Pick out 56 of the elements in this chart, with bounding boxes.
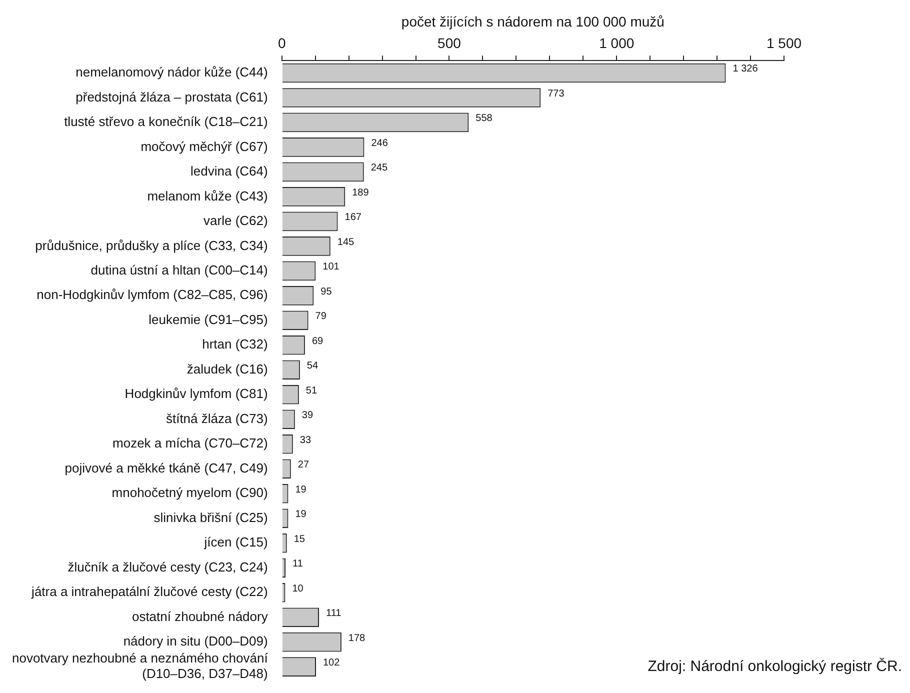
y-tick-label: pojivové a měkké tkáně (C47, C49): [64, 460, 268, 476]
y-tick-label: varle (C62): [204, 213, 268, 228]
data-label: 19: [295, 484, 307, 496]
x-tick-label: 1 000: [599, 35, 634, 52]
x-axis-title: počet žijících s nádorem na 100 000 mužů: [401, 13, 664, 30]
y-tick-label: játra a intrahepatální žlučové cesty (C22): [30, 584, 268, 600]
y-tick-label: močový měchýř (C67): [140, 138, 268, 154]
y-tick-label: mozek a mícha (C70–C72): [112, 436, 268, 451]
y-tick-label: ledvina (C64): [190, 164, 268, 179]
y-tick-label: mnohočetný myelom (C90): [112, 485, 268, 500]
y-tick-label: dutina ústní a hltan (C00–C14): [90, 262, 268, 278]
data-label: 79: [315, 311, 327, 322]
y-tick-label: nemelanomový nádor kůže (C44): [76, 64, 268, 80]
y-tick-label: žaludek (C16): [186, 361, 268, 376]
data-label: 101: [322, 262, 340, 273]
data-label: 27: [298, 460, 310, 471]
data-label: 246: [371, 138, 388, 149]
y-tick-label: non-Hodgkinův lymfom (C82–C85, C96): [36, 287, 268, 302]
data-label: 10: [292, 583, 304, 594]
annotation: Zdroj: Národní onkologický registr ČR.: [648, 656, 902, 675]
y-tick-label: ostatní zhoubné nádory: [132, 608, 268, 624]
y-tick-label: Hodgkinův lymfom (C81): [124, 386, 268, 402]
data-label: 69: [312, 336, 324, 347]
x-tick-label: 0: [278, 35, 286, 52]
y-tick-label: novotvary nezhoubné a neznámého chování (D10–D36, D37–D48): [12, 650, 268, 682]
y-tick-label: jícen (C15): [203, 534, 268, 550]
y-tick-label: slinivka břišní (C25): [154, 510, 268, 525]
data-label: 145: [337, 236, 355, 248]
data-label: 178: [348, 632, 366, 644]
data-label: 558: [476, 113, 493, 124]
data-label: 19: [295, 509, 307, 520]
data-label: 15: [294, 534, 306, 545]
y-tick-label: tlusté střevo a konečník (C18–C21): [64, 114, 268, 130]
y-tick-label: melanom kůže (C43): [147, 188, 268, 204]
data-label: 189: [352, 187, 370, 198]
y-tick-label: průdušnice, průdušky a plíce (C33, C34): [35, 238, 268, 253]
data-label: 773: [548, 88, 565, 100]
y-tick-label: žlučník a žlučové cesty (C23, C24): [68, 559, 268, 574]
y-tick-label: nádory in situ (D00–D09): [123, 634, 268, 649]
data-label: 51: [306, 385, 318, 396]
y-tick-label: štítná žláza (C73): [166, 410, 268, 426]
data-label: 167: [344, 212, 362, 224]
x-tick-label: 1 500: [766, 35, 802, 52]
data-label: 39: [302, 410, 314, 422]
data-label: 111: [326, 608, 342, 620]
data-label: 95: [320, 286, 332, 298]
y-tick-label: hrtan (C32): [202, 336, 268, 352]
data-label: 11: [292, 558, 304, 570]
y-tick-label: leukemie (C91–C95): [148, 312, 268, 327]
data-label: 102: [322, 658, 340, 669]
data-label: 245: [370, 162, 388, 174]
y-tick-label: předstojná žláza – prostata (C61): [76, 89, 268, 104]
x-tick-label: 500: [438, 35, 462, 52]
data-label: 1 326: [732, 64, 758, 75]
data-label: 33: [300, 434, 312, 446]
data-label: 54: [306, 360, 318, 372]
